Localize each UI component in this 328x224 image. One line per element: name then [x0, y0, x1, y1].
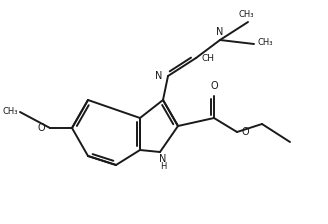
Text: O: O [37, 123, 45, 133]
Text: N: N [155, 71, 163, 81]
Text: N: N [159, 154, 167, 164]
Text: O: O [210, 81, 218, 91]
Text: CH₃: CH₃ [258, 37, 274, 47]
Text: CH: CH [202, 54, 215, 62]
Text: O: O [241, 127, 249, 137]
Text: H: H [160, 162, 166, 170]
Text: CH₃: CH₃ [3, 106, 18, 116]
Text: N: N [216, 27, 224, 37]
Text: CH₃: CH₃ [238, 10, 254, 19]
